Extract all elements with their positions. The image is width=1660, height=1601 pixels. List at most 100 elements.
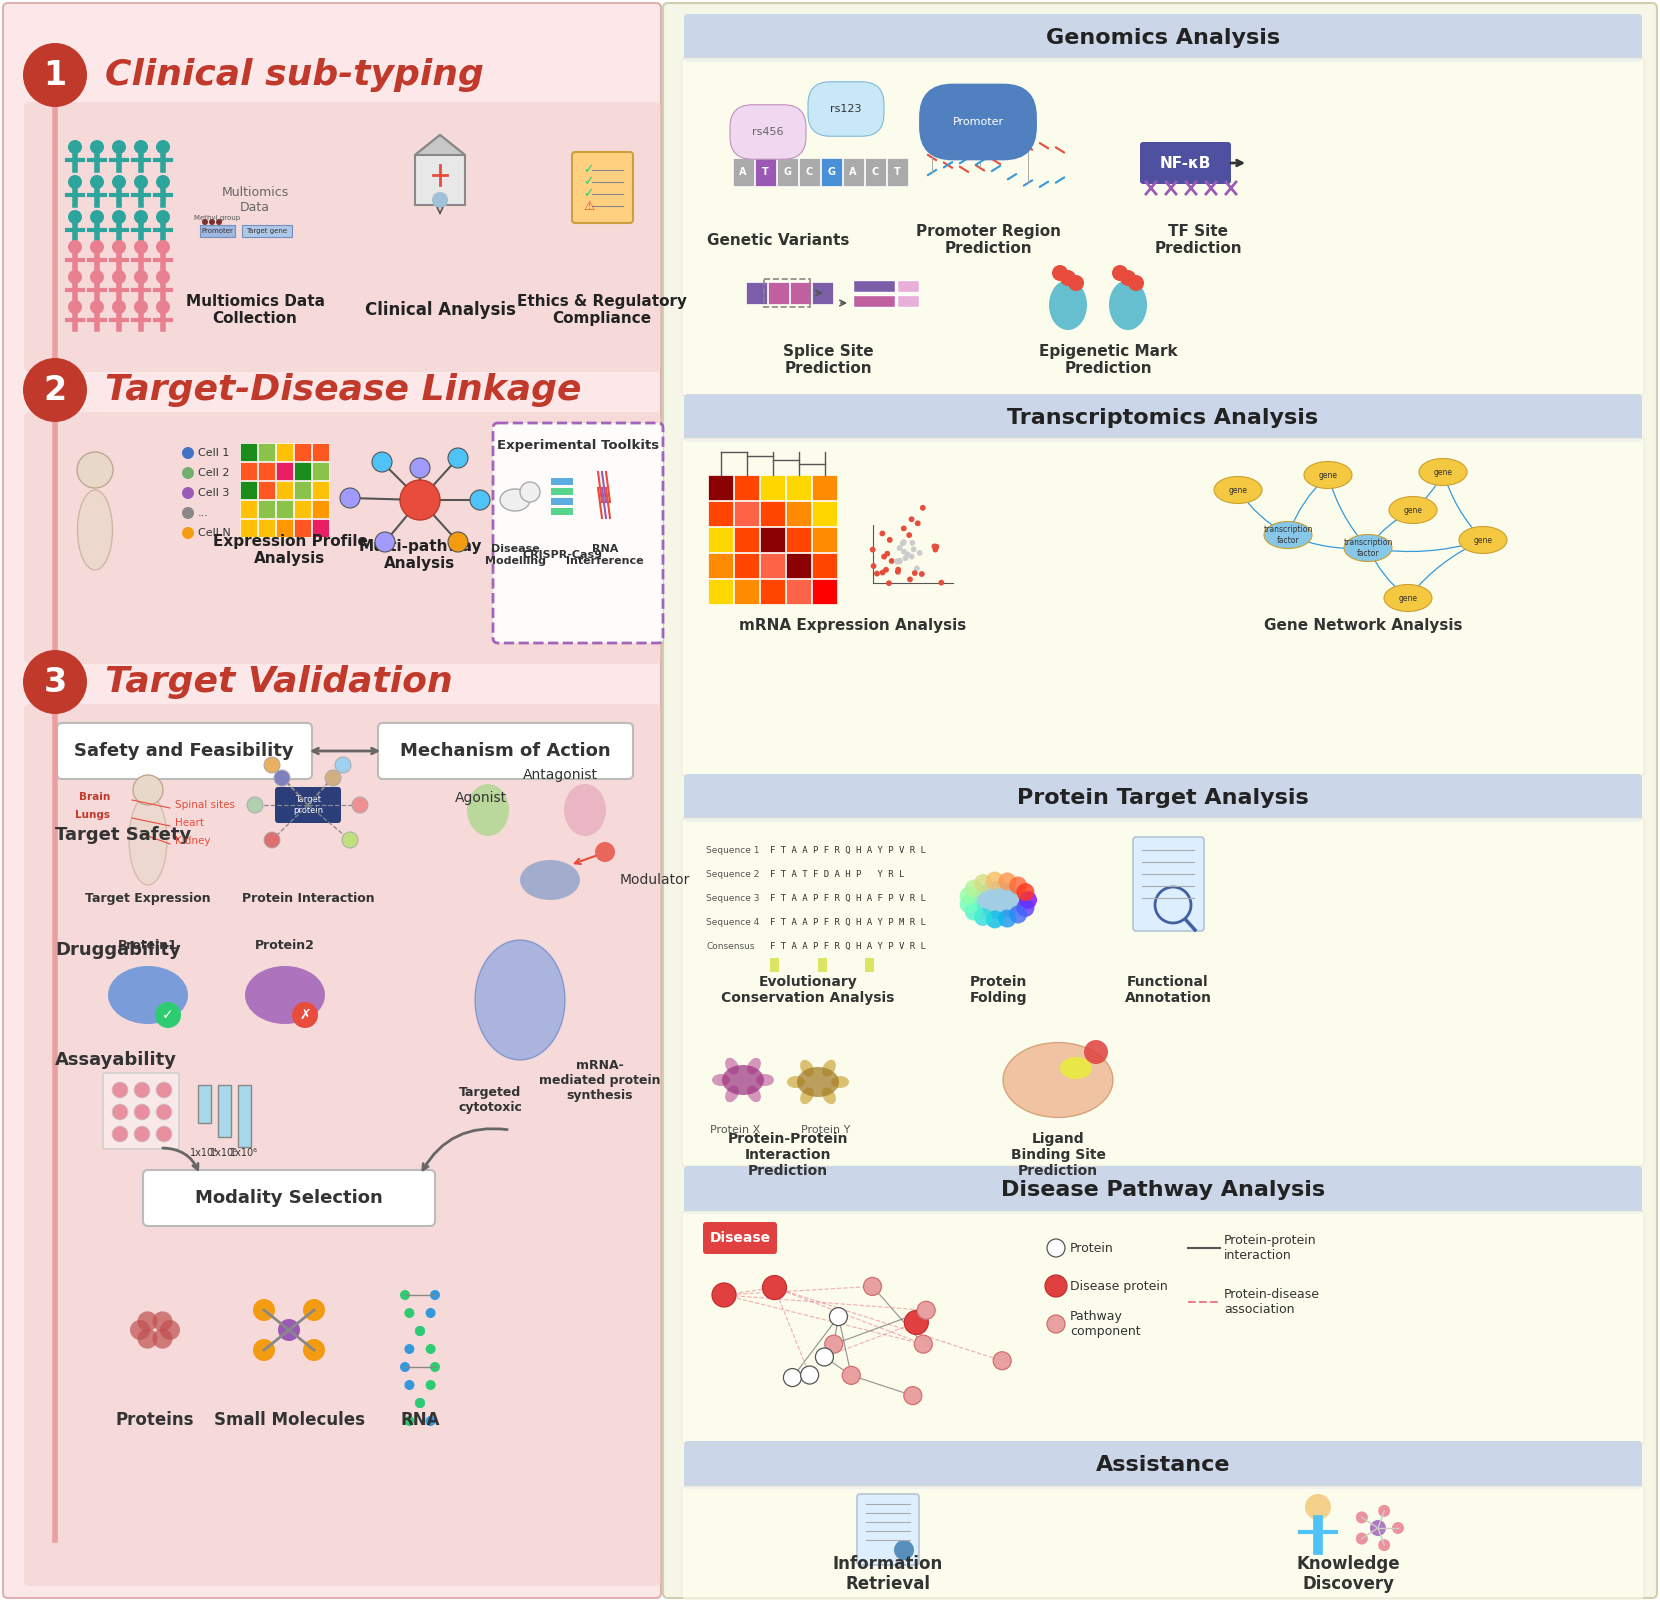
Circle shape: [1067, 275, 1084, 291]
Point: [896, 522, 923, 548]
FancyBboxPatch shape: [684, 1441, 1642, 1489]
Text: Sequence 2: Sequence 2: [706, 869, 759, 879]
Circle shape: [1112, 266, 1129, 282]
Ellipse shape: [787, 1076, 805, 1089]
Text: Protein-protein
interaction: Protein-protein interaction: [1223, 1234, 1316, 1262]
Bar: [812, 527, 837, 552]
Ellipse shape: [755, 1074, 774, 1085]
Circle shape: [1009, 906, 1028, 924]
Text: Protein Interaction: Protein Interaction: [242, 892, 374, 905]
Point: [886, 548, 913, 573]
Text: Sequence 1: Sequence 1: [706, 845, 760, 855]
Text: F T A A P F R Q H A Y P V R L: F T A A P F R Q H A Y P V R L: [770, 941, 926, 951]
Circle shape: [1052, 266, 1067, 282]
Circle shape: [134, 271, 148, 283]
Point: [891, 540, 918, 565]
Ellipse shape: [822, 1060, 837, 1076]
Circle shape: [784, 1369, 802, 1386]
FancyBboxPatch shape: [493, 423, 662, 644]
Point: [876, 570, 903, 596]
Point: [886, 549, 913, 575]
Circle shape: [959, 887, 978, 905]
Text: Protein Y: Protein Y: [802, 1126, 850, 1135]
Circle shape: [134, 139, 148, 154]
Text: Target gene: Target gene: [246, 227, 287, 234]
Text: Proteins: Proteins: [116, 1410, 194, 1430]
Text: Heart: Heart: [174, 818, 204, 828]
Point: [900, 536, 926, 562]
Circle shape: [432, 192, 448, 208]
Text: Small Molecules: Small Molecules: [214, 1410, 365, 1430]
Text: Multiomics Data
Collection: Multiomics Data Collection: [186, 295, 324, 327]
Bar: [294, 519, 310, 536]
Polygon shape: [415, 134, 465, 205]
Text: mRNA Expression Analysis: mRNA Expression Analysis: [739, 618, 966, 632]
Bar: [812, 282, 833, 304]
Bar: [237, 1085, 251, 1146]
Text: 1: 1: [43, 59, 66, 91]
Ellipse shape: [800, 1087, 813, 1105]
Text: Disease protein: Disease protein: [1071, 1279, 1167, 1292]
Bar: [853, 295, 895, 307]
Circle shape: [209, 219, 216, 226]
Point: [878, 548, 905, 573]
Bar: [241, 500, 257, 519]
Circle shape: [405, 1380, 415, 1390]
Text: Promoter: Promoter: [953, 117, 1004, 126]
Bar: [785, 501, 812, 527]
Circle shape: [1019, 892, 1038, 909]
Bar: [790, 282, 812, 304]
Circle shape: [1356, 1511, 1368, 1524]
Circle shape: [425, 1380, 435, 1390]
Circle shape: [372, 451, 392, 472]
Circle shape: [425, 1343, 435, 1354]
Point: [890, 530, 916, 556]
Circle shape: [252, 1338, 276, 1361]
Circle shape: [156, 271, 169, 283]
Circle shape: [400, 1362, 410, 1372]
Bar: [896, 295, 920, 307]
Point: [898, 506, 925, 532]
Ellipse shape: [1384, 584, 1433, 612]
Point: [885, 557, 911, 583]
Circle shape: [405, 1343, 415, 1354]
Text: Assayability: Assayability: [55, 1050, 178, 1069]
Point: [891, 546, 918, 572]
Circle shape: [998, 909, 1016, 927]
Circle shape: [133, 775, 163, 805]
Text: Disease Pathway Analysis: Disease Pathway Analysis: [1001, 1180, 1325, 1201]
Text: Target
protein: Target protein: [292, 796, 324, 815]
Circle shape: [410, 458, 430, 479]
Point: [870, 560, 896, 586]
Circle shape: [470, 490, 490, 511]
Circle shape: [830, 1308, 848, 1326]
Bar: [785, 580, 812, 604]
Ellipse shape: [564, 784, 606, 836]
FancyBboxPatch shape: [682, 1486, 1643, 1599]
Text: Safety and Feasibility: Safety and Feasibility: [75, 741, 294, 760]
Circle shape: [964, 879, 983, 898]
Text: Transcriptomics Analysis: Transcriptomics Analysis: [1008, 408, 1318, 427]
Bar: [822, 158, 842, 186]
Bar: [812, 552, 837, 578]
Circle shape: [304, 1338, 325, 1361]
Bar: [817, 957, 827, 972]
Circle shape: [156, 1105, 173, 1121]
Circle shape: [183, 447, 194, 459]
Text: Knowledge
Discovery: Knowledge Discovery: [1296, 1555, 1399, 1593]
FancyBboxPatch shape: [682, 439, 1643, 776]
Point: [905, 511, 931, 536]
Bar: [709, 475, 734, 500]
Point: [860, 536, 886, 562]
Point: [900, 530, 926, 556]
Circle shape: [159, 1319, 179, 1340]
Bar: [241, 480, 257, 500]
Bar: [276, 480, 294, 500]
Bar: [257, 443, 276, 461]
Text: Assistance: Assistance: [1096, 1455, 1230, 1475]
Circle shape: [998, 873, 1016, 890]
Text: A: A: [850, 167, 857, 178]
Text: Target Safety: Target Safety: [55, 826, 191, 844]
Point: [875, 541, 901, 567]
Bar: [241, 443, 257, 461]
